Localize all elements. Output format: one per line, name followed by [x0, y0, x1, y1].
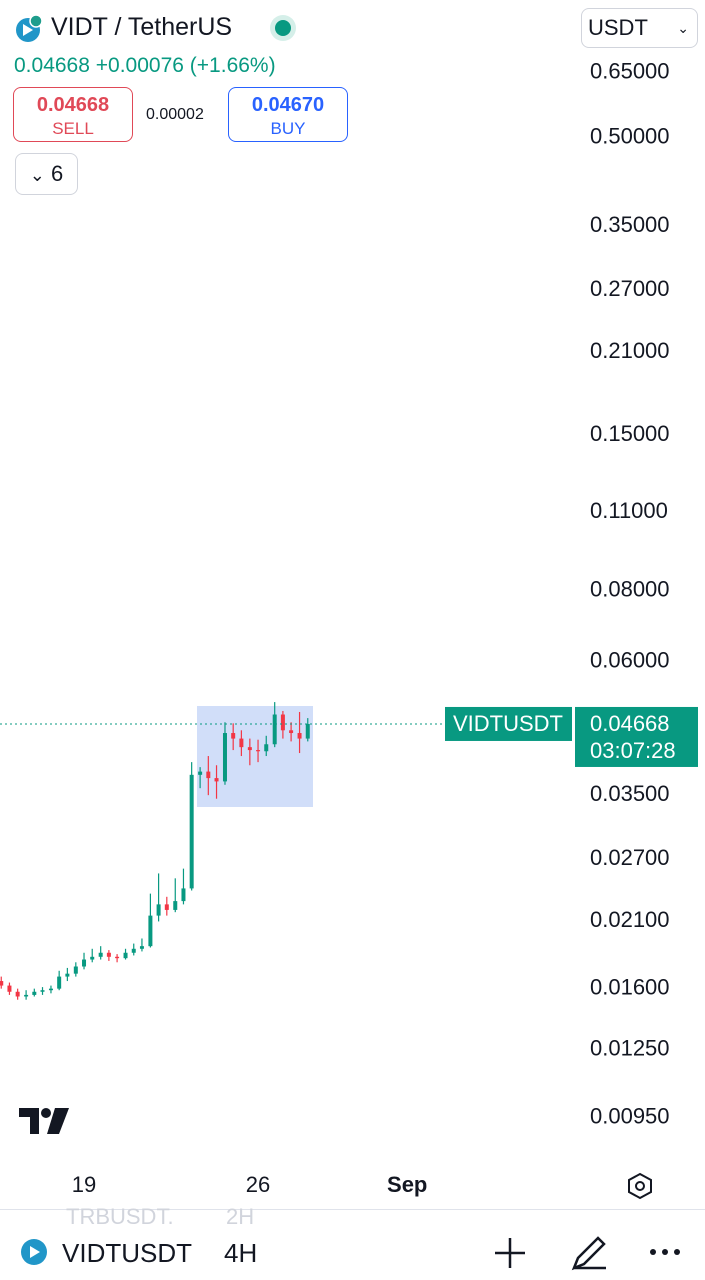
candle-body [24, 994, 29, 997]
highlight-box [197, 706, 313, 807]
draw-button[interactable] [570, 1232, 610, 1272]
tv-logo [19, 1108, 69, 1134]
sell-label: SELL [52, 119, 94, 138]
y-tick-label: 0.00950 [590, 1103, 670, 1128]
last-price: 0.04668 [14, 54, 90, 77]
candle-body [239, 738, 244, 748]
candle-body [7, 985, 12, 992]
candle-body [139, 946, 144, 949]
candle-body [198, 771, 203, 775]
candle-body [272, 714, 277, 745]
x-tick-label: 19 [72, 1172, 96, 1197]
y-tick-label: 0.11000 [590, 498, 668, 523]
ghost-symbol: TRBUSDT. [66, 1204, 174, 1229]
candle-body [231, 733, 236, 739]
chevron: ⌄ [29, 165, 45, 185]
spread: 0.00002 [146, 106, 204, 123]
footer-symbol[interactable]: VIDTUSDT [62, 1238, 192, 1268]
buy-label: BUY [270, 119, 306, 138]
price-tag-value: 0.04668 [590, 711, 670, 736]
candle-body [173, 901, 178, 910]
y-tick-label: 0.01600 [590, 974, 670, 999]
chevron: ⌄ [677, 20, 689, 36]
y-tick-label: 0.03500 [590, 781, 670, 806]
footer-interval[interactable]: 4H [224, 1238, 258, 1268]
price-tag [575, 706, 698, 767]
sell-price: 0.04668 [36, 94, 110, 116]
ghost-interval: 2H [226, 1204, 255, 1229]
sell-button[interactable]: 0.04668 SELL [13, 87, 133, 142]
x-tick-label: 26 [246, 1172, 270, 1197]
market-status [275, 20, 291, 36]
symbol-logo [16, 14, 43, 42]
candle-body [280, 714, 285, 731]
buy-price: 0.04670 [251, 94, 325, 116]
candle-body [297, 733, 302, 739]
candle-body [115, 956, 120, 959]
y-tick-label: 0.08000 [590, 577, 670, 602]
symbol-tag [445, 706, 572, 741]
candle-body [57, 976, 62, 989]
y-tick-label: 0.35000 [590, 212, 670, 237]
candle-body [156, 904, 161, 916]
add-button[interactable] [490, 1234, 530, 1272]
change: +0.00076 [95, 54, 184, 77]
candle-body [305, 723, 310, 739]
y-tick-label: 0.02700 [590, 845, 670, 870]
candle-body [181, 888, 186, 902]
candle-body [189, 774, 194, 889]
change-pct: (+1.66%) [189, 54, 276, 77]
more-button[interactable] [648, 1242, 684, 1262]
symbol-title: VIDT / TetherUS [51, 13, 233, 41]
candle-body [0, 981, 4, 986]
settings-button[interactable] [626, 1172, 654, 1200]
candle-body [131, 948, 136, 953]
candle-body [15, 991, 20, 997]
candle-body [206, 771, 211, 779]
price-change: 0.04668 +0.00076 (+1.66%) [14, 54, 276, 78]
price-tag-countdown: 03:07:28 [590, 738, 676, 763]
x-tick-label: Sep [387, 1172, 427, 1197]
indicators-toggle[interactable]: ⌄ 6 [15, 153, 78, 195]
candle-body [32, 991, 37, 995]
candle-body [65, 973, 70, 977]
y-tick-label: 0.01250 [590, 1035, 670, 1060]
candle-body [148, 915, 153, 947]
candle-body [222, 733, 227, 782]
y-tick-label: 0.21000 [590, 338, 670, 363]
candle-body [247, 747, 252, 751]
indicator-count: 6 [50, 161, 64, 186]
candle-body [40, 990, 45, 992]
candle-body [48, 988, 53, 991]
y-tick-label: 0.27000 [590, 276, 670, 301]
candle-body [289, 730, 294, 734]
buy-button[interactable]: 0.04670 BUY [228, 87, 348, 142]
candle-body [214, 778, 219, 782]
candle-body [164, 904, 169, 910]
symbol-tag-text: VIDTUSDT [453, 711, 563, 736]
candle-body [264, 744, 269, 752]
candle-body [98, 952, 103, 957]
y-tick-label: 0.65000 [590, 59, 670, 84]
candle-body [106, 952, 111, 957]
candle-body [90, 956, 95, 960]
footer-logo [21, 1239, 47, 1265]
y-tick-label: 0.15000 [590, 421, 670, 446]
candle-body [123, 952, 128, 959]
y-tick-label: 0.02100 [590, 907, 670, 932]
currency: USDT [588, 15, 648, 40]
y-tick-label: 0.06000 [590, 648, 670, 673]
candle-body [82, 959, 87, 967]
y-tick-label: 0.50000 [590, 124, 670, 149]
candle-body [256, 750, 261, 752]
divider [0, 1209, 705, 1210]
candle-body [73, 966, 78, 974]
currency-select[interactable]: USDT ⌄ [581, 8, 698, 48]
